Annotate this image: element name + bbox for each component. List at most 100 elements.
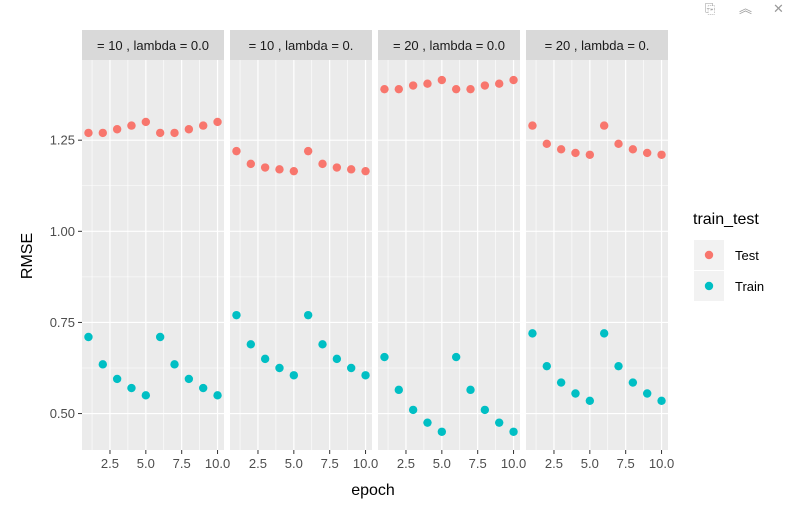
x-tick-label: 10.0 [501,456,526,471]
window-toolbar: ⎘ ︽ ✕ [697,0,797,22]
point-test [437,75,447,85]
x-tick-label: 7.5 [321,456,339,471]
legend-label-test: Test [735,248,759,263]
x-tick-label: 7.5 [173,456,191,471]
point-test [599,121,609,130]
point-train [643,389,652,398]
point-test [246,159,255,169]
facet-panel: = 20 , lambda = 0.0 [378,30,520,450]
point-test [495,79,504,88]
point-train [289,371,299,380]
facet-panel: = 20 , lambda = 0. [526,30,668,450]
point-test [361,166,370,176]
legend-swatch-test [704,250,714,260]
point-train [408,405,418,415]
close-icon[interactable]: ✕ [773,1,784,16]
point-test [528,121,537,130]
point-test [275,165,284,174]
point-test [127,121,136,130]
legend-title: train_test [693,211,759,228]
point-test [232,146,241,156]
point-train [556,378,566,387]
point-train [361,371,370,380]
x-axis-title: epoch [351,482,395,499]
y-tick-label: 1.25 [50,133,75,148]
x-tick-label: 5.0 [581,456,599,471]
point-train [528,329,537,338]
point-test [289,166,299,176]
legend: train_test Test Train [693,211,764,301]
point-train [246,340,255,349]
point-test [657,150,666,159]
point-test [480,81,490,90]
point-train [495,418,504,427]
point-train [213,391,222,400]
point-train [155,332,165,342]
point-test [466,84,475,94]
legend-label-train: Train [735,279,764,294]
point-train [112,374,122,384]
point-train [184,374,194,384]
point-test [318,159,327,169]
point-test [614,139,623,149]
point-train [466,385,475,395]
y-tick-label: 1.00 [50,224,75,239]
point-test [394,84,403,94]
point-train [380,352,389,362]
point-test [423,79,432,88]
point-train [571,389,580,398]
y-axis-title: RMSE [19,233,36,279]
point-test [184,125,194,134]
point-train [614,361,623,371]
point-train [542,361,551,371]
x-tick-label: 10.0 [205,456,230,471]
point-train [275,363,284,373]
panel-background [526,60,668,450]
x-tick-label: 5.0 [285,456,303,471]
point-train [98,360,107,369]
point-train [232,310,241,320]
point-test [380,84,389,94]
facet-strip [82,30,224,60]
facet-strip-label: = 20 , lambda = 0. [545,38,650,53]
facet-panel: = 10 , lambda = 0. [230,30,372,450]
x-tick-label: 2.5 [101,456,119,471]
point-train [423,418,432,427]
point-train [303,310,313,320]
point-train [347,363,356,373]
point-train [127,383,136,393]
legend-swatch-train [704,281,714,291]
point-test [408,81,418,90]
y-tick-label: 0.50 [50,406,75,421]
point-train [332,354,342,364]
point-test [451,84,461,94]
facet-strip-label: = 10 , lambda = 0. [249,38,354,53]
facet-strip-label: = 20 , lambda = 0.0 [393,38,505,53]
point-test [303,146,313,156]
point-train [437,427,447,436]
facet-strip [230,30,372,60]
point-test [112,125,122,134]
point-test [170,128,179,138]
point-train [480,405,490,415]
point-train [585,396,595,405]
point-test [347,165,356,174]
point-test [571,148,580,158]
point-train [657,396,666,405]
point-test [260,163,270,172]
panel-background [378,60,520,450]
point-train [84,332,93,342]
point-test [213,117,222,127]
point-test [141,117,151,127]
facet-strip [378,30,520,60]
facet-strip-label: = 10 , lambda = 0.0 [97,38,209,53]
collapse-icon[interactable]: ︽ [739,1,753,16]
point-train [170,360,179,369]
point-train [260,354,270,364]
export-icon[interactable]: ⎘ [705,1,716,16]
x-tick-label: 5.0 [433,456,451,471]
point-train [509,427,518,436]
panel-background [230,60,372,450]
x-tick-label: 2.5 [249,456,267,471]
